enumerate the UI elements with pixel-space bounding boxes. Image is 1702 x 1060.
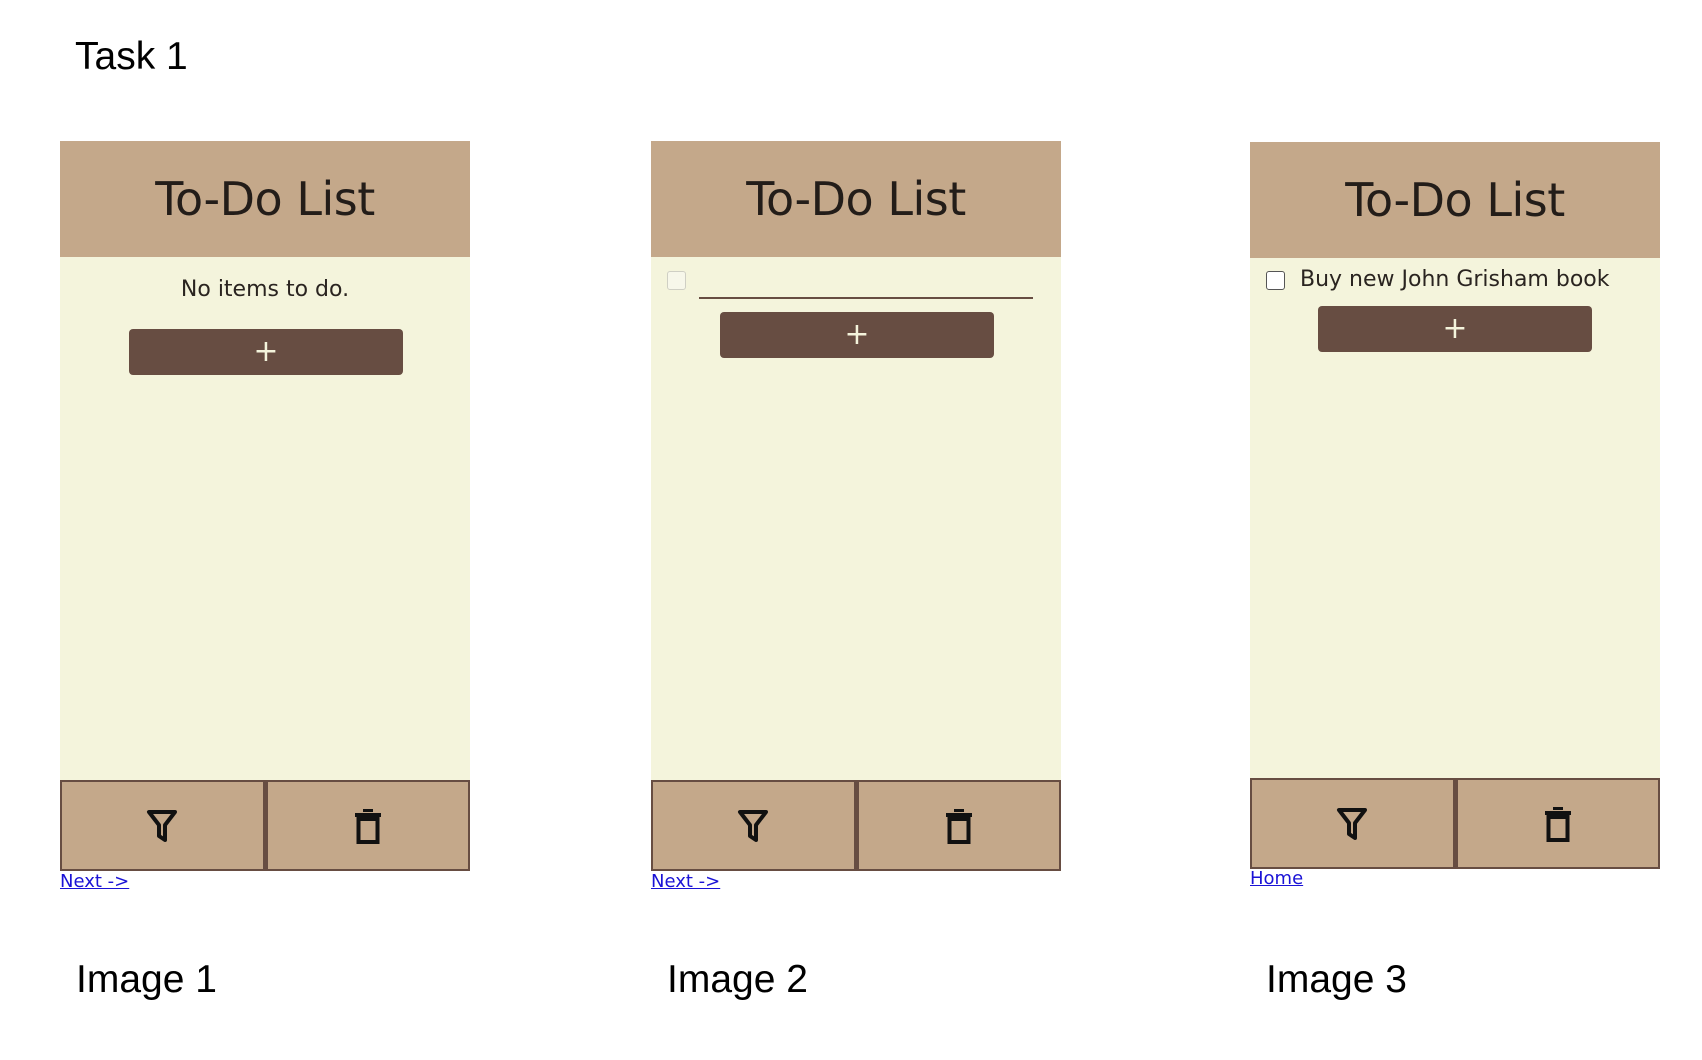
screen-3: To-Do List Buy new John Grisham book +	[1250, 142, 1660, 869]
trash-icon	[1544, 806, 1571, 842]
delete-button[interactable]	[855, 780, 1061, 871]
trash-icon	[354, 808, 381, 844]
filter-icon	[147, 809, 178, 842]
app-title: To-Do List	[1345, 173, 1565, 227]
add-item-button[interactable]: +	[1318, 306, 1592, 352]
app-title: To-Do List	[155, 172, 375, 226]
todo-item-text: Buy new John Grisham book	[1300, 267, 1610, 292]
caption-image-3: Image 3	[1266, 958, 1407, 1001]
add-item-button[interactable]: +	[720, 312, 994, 358]
app-title: To-Do List	[746, 172, 966, 226]
empty-message: No items to do.	[180, 277, 350, 302]
app-header: To-Do List	[1250, 142, 1660, 258]
caption-image-1: Image 1	[76, 958, 217, 1001]
task-title: Task 1	[75, 35, 188, 78]
caption-image-2: Image 2	[667, 958, 808, 1001]
add-item-button[interactable]: +	[129, 329, 403, 375]
footer-toolbar	[651, 780, 1061, 871]
filter-icon	[1337, 807, 1368, 840]
delete-button[interactable]	[264, 780, 470, 871]
screen-1: To-Do List No items to do. +	[60, 141, 470, 871]
screen-2: To-Do List +	[651, 141, 1061, 871]
item-checkbox[interactable]	[667, 271, 686, 290]
trash-icon	[945, 808, 972, 844]
filter-icon	[738, 809, 769, 842]
next-link[interactable]: Next ->	[651, 871, 721, 892]
new-item-input[interactable]	[699, 265, 1033, 299]
app-header: To-Do List	[60, 141, 470, 257]
item-checkbox[interactable]	[1266, 271, 1285, 290]
home-link[interactable]: Home	[1250, 868, 1304, 889]
filter-button[interactable]	[651, 780, 856, 871]
footer-toolbar	[60, 780, 470, 871]
next-link[interactable]: Next ->	[60, 871, 130, 892]
delete-button[interactable]	[1454, 778, 1660, 869]
app-header: To-Do List	[651, 141, 1061, 257]
filter-button[interactable]	[1250, 778, 1455, 869]
filter-button[interactable]	[60, 780, 265, 871]
footer-toolbar	[1250, 778, 1660, 869]
